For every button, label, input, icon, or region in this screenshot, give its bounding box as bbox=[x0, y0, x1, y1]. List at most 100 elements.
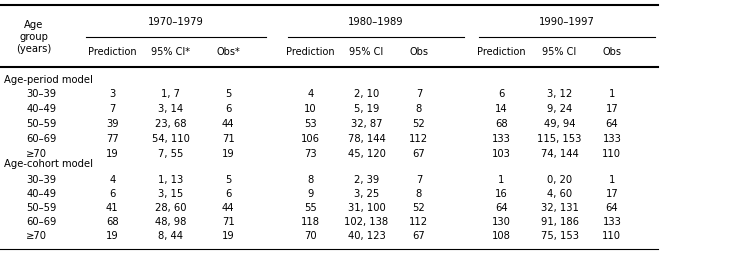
Text: 3, 12: 3, 12 bbox=[547, 89, 572, 99]
Text: 16: 16 bbox=[494, 188, 508, 198]
Text: 1: 1 bbox=[609, 174, 615, 184]
Text: 50–59: 50–59 bbox=[26, 202, 57, 212]
Text: 32, 131: 32, 131 bbox=[541, 202, 578, 212]
Text: Prediction: Prediction bbox=[88, 47, 137, 57]
Text: 110: 110 bbox=[602, 230, 622, 240]
Text: 49, 94: 49, 94 bbox=[544, 119, 575, 129]
Text: 108: 108 bbox=[491, 230, 511, 240]
Text: 64: 64 bbox=[606, 119, 618, 129]
Text: 106: 106 bbox=[301, 133, 320, 144]
Text: 2, 10: 2, 10 bbox=[354, 89, 379, 99]
Text: 4: 4 bbox=[307, 89, 313, 99]
Text: 23, 68: 23, 68 bbox=[155, 119, 186, 129]
Text: 52: 52 bbox=[412, 202, 426, 212]
Text: 95% CI: 95% CI bbox=[542, 47, 577, 57]
Text: 17: 17 bbox=[605, 104, 619, 114]
Text: 44: 44 bbox=[222, 202, 234, 212]
Text: 53: 53 bbox=[304, 119, 316, 129]
Text: 60–69: 60–69 bbox=[26, 216, 57, 226]
Text: 3, 25: 3, 25 bbox=[354, 188, 379, 198]
Text: 45, 120: 45, 120 bbox=[348, 148, 385, 158]
Text: Obs: Obs bbox=[602, 47, 622, 57]
Text: 64: 64 bbox=[495, 202, 507, 212]
Text: 3, 14: 3, 14 bbox=[158, 104, 183, 114]
Text: 48, 98: 48, 98 bbox=[155, 216, 186, 226]
Text: 70: 70 bbox=[304, 230, 316, 240]
Text: 64: 64 bbox=[606, 202, 618, 212]
Text: 112: 112 bbox=[409, 216, 429, 226]
Text: 40, 123: 40, 123 bbox=[348, 230, 385, 240]
Text: 110: 110 bbox=[602, 148, 622, 158]
Text: 1, 7: 1, 7 bbox=[161, 89, 180, 99]
Text: ≥70: ≥70 bbox=[26, 148, 47, 158]
Text: 4, 60: 4, 60 bbox=[547, 188, 572, 198]
Text: 0, 20: 0, 20 bbox=[547, 174, 572, 184]
Text: 14: 14 bbox=[495, 104, 507, 114]
Text: 95% CI*: 95% CI* bbox=[151, 47, 190, 57]
Text: 68: 68 bbox=[495, 119, 507, 129]
Text: 78, 144: 78, 144 bbox=[348, 133, 385, 144]
Text: 7: 7 bbox=[109, 104, 115, 114]
Text: 74, 144: 74, 144 bbox=[541, 148, 578, 158]
Text: 71: 71 bbox=[221, 216, 235, 226]
Text: 133: 133 bbox=[602, 216, 622, 226]
Text: 4: 4 bbox=[109, 174, 115, 184]
Text: 28, 60: 28, 60 bbox=[155, 202, 186, 212]
Text: 67: 67 bbox=[412, 148, 426, 158]
Text: 6: 6 bbox=[498, 89, 504, 99]
Text: 77: 77 bbox=[105, 133, 119, 144]
Text: 3: 3 bbox=[109, 89, 115, 99]
Text: Prediction: Prediction bbox=[476, 47, 526, 57]
Text: 40–49: 40–49 bbox=[26, 188, 56, 198]
Text: 115, 153: 115, 153 bbox=[537, 133, 582, 144]
Text: 55: 55 bbox=[304, 202, 317, 212]
Text: 2, 39: 2, 39 bbox=[354, 174, 379, 184]
Text: 7: 7 bbox=[416, 174, 422, 184]
Text: 10: 10 bbox=[304, 104, 316, 114]
Text: 19: 19 bbox=[221, 148, 235, 158]
Text: 1980–1989: 1980–1989 bbox=[348, 17, 404, 27]
Text: 60–69: 60–69 bbox=[26, 133, 57, 144]
Text: 95% CI: 95% CI bbox=[349, 47, 384, 57]
Text: Age
group
(years): Age group (years) bbox=[16, 20, 52, 53]
Text: 19: 19 bbox=[105, 148, 119, 158]
Text: 17: 17 bbox=[605, 188, 619, 198]
Text: 50–59: 50–59 bbox=[26, 119, 57, 129]
Text: 102, 138: 102, 138 bbox=[345, 216, 388, 226]
Text: 68: 68 bbox=[106, 216, 118, 226]
Text: 133: 133 bbox=[491, 133, 511, 144]
Text: 19: 19 bbox=[221, 230, 235, 240]
Text: 91, 186: 91, 186 bbox=[541, 216, 578, 226]
Text: 71: 71 bbox=[221, 133, 235, 144]
Text: Age-cohort model: Age-cohort model bbox=[4, 158, 93, 168]
Text: 5: 5 bbox=[225, 174, 231, 184]
Text: 40–49: 40–49 bbox=[26, 104, 56, 114]
Text: 8, 44: 8, 44 bbox=[158, 230, 183, 240]
Text: 31, 100: 31, 100 bbox=[348, 202, 385, 212]
Text: 118: 118 bbox=[301, 216, 320, 226]
Text: 30–39: 30–39 bbox=[26, 174, 56, 184]
Text: 19: 19 bbox=[105, 230, 119, 240]
Text: 67: 67 bbox=[412, 230, 426, 240]
Text: Prediction: Prediction bbox=[286, 47, 335, 57]
Text: 41: 41 bbox=[106, 202, 118, 212]
Text: 112: 112 bbox=[409, 133, 429, 144]
Text: 6: 6 bbox=[225, 188, 231, 198]
Text: 39: 39 bbox=[106, 119, 118, 129]
Text: 44: 44 bbox=[222, 119, 234, 129]
Text: 6: 6 bbox=[109, 188, 115, 198]
Text: 8: 8 bbox=[416, 188, 422, 198]
Text: 3, 15: 3, 15 bbox=[158, 188, 183, 198]
Text: 7: 7 bbox=[416, 89, 422, 99]
Text: Obs*: Obs* bbox=[216, 47, 240, 57]
Text: 1: 1 bbox=[498, 174, 504, 184]
Text: 6: 6 bbox=[225, 104, 231, 114]
Text: 73: 73 bbox=[304, 148, 316, 158]
Text: 30–39: 30–39 bbox=[26, 89, 56, 99]
Text: 1990–1997: 1990–1997 bbox=[539, 17, 595, 27]
Text: 7, 55: 7, 55 bbox=[158, 148, 183, 158]
Text: 5: 5 bbox=[225, 89, 231, 99]
Text: 1, 13: 1, 13 bbox=[158, 174, 183, 184]
Text: 9, 24: 9, 24 bbox=[547, 104, 572, 114]
Text: 5, 19: 5, 19 bbox=[354, 104, 379, 114]
